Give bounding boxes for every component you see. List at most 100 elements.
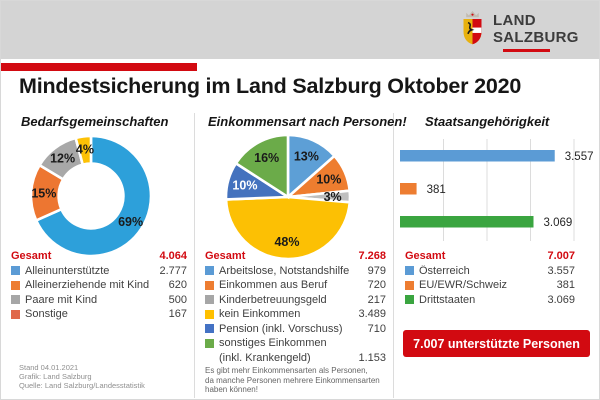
legend-row: EU/EWR/Schweiz 381: [405, 278, 575, 293]
footnote-line: da manche Personen mehrere Einkommensart…: [205, 375, 380, 385]
footer-stand-line: Stand 04.01.2021: [19, 363, 79, 372]
pie-percent-label: 13%: [294, 150, 319, 164]
legend-item-value: 217: [367, 293, 386, 306]
legend-bedarfsgemeinschaften: Gesamt 4.064 Alleinunterstützte 2.777 Allein…: [11, 249, 187, 322]
bar-value-label: 3.069: [544, 217, 573, 229]
footer-quelle-line: Quelle: Land Salzburg/Landesstatistik: [19, 381, 145, 391]
pie-percent-label: 4%: [76, 142, 94, 156]
pie-percent-label: 10%: [316, 172, 341, 186]
legend-item-value: 381: [556, 279, 575, 292]
legend-item-label: kein Einkommen: [219, 308, 301, 321]
salzburg-crest-icon: [463, 10, 482, 45]
legend-swatch: [205, 338, 214, 348]
legend-swatch: [405, 295, 414, 305]
logo-text: LAND SALZBURG: [493, 9, 579, 52]
legend-item-label: Sonstige: [25, 308, 68, 321]
legend-swatch: [205, 309, 214, 319]
logo-red-underline: [503, 49, 550, 52]
legend-swatch: [205, 295, 214, 305]
legend-item-value: 3.489: [358, 308, 386, 321]
legend-row: kein Einkommen 3.489: [205, 307, 386, 322]
legend-swatch: [405, 266, 414, 276]
pie-percent-label: 16%: [254, 151, 279, 165]
chart-title-einkommensart: Einkommensart nach Personen!: [208, 114, 407, 129]
legend-row: sonstiges Einkommen: [205, 336, 386, 351]
chart-title-staatsangehoerigkeit: Staatsangehörigkeit: [425, 114, 550, 129]
pie-percent-label: 3%: [324, 190, 342, 204]
bar-svg: 3.557 381 3.069: [400, 139, 594, 241]
legend-row-continuation: (inkl. Krankengeld) 1.153: [205, 351, 386, 366]
pie-chart-einkommensart: 13% 10% 3% 48% 10% 16%: [223, 132, 353, 262]
legend-item-value: 2.777: [159, 264, 187, 277]
pie-percent-label: 15%: [31, 186, 56, 200]
legend-row: Alleinunterstützte 2.777: [11, 264, 187, 279]
legend-swatch: [205, 280, 214, 290]
legend-row: Arbeitslose, Notstandshilfe 979: [205, 264, 386, 279]
legend-item-label: Alleinunterstützte: [25, 264, 110, 277]
legend-total-label: Gesamt: [205, 250, 246, 263]
chart-title-bedarfsgemeinschaften: Bedarfsgemeinschaften: [21, 114, 169, 129]
legend-row: Einkommen aus Beruf 720: [205, 278, 386, 293]
legend-item-label: sonstiges Einkommen: [219, 337, 327, 350]
legend-item-label: Arbeitslose, Notstandshilfe: [219, 264, 350, 277]
title-accent-bar: [1, 63, 197, 71]
legend-total-value: 7.007: [547, 250, 575, 263]
pie-percent-label: 12%: [50, 152, 75, 166]
legend-total-row: Gesamt 4.064: [11, 249, 187, 264]
legend-total-row: Gesamt 7.007: [405, 249, 575, 264]
legend-total-value: 7.268: [358, 250, 386, 263]
legend-swatch: [11, 309, 20, 319]
legend-item-label: Alleinerziehende mit Kind: [25, 279, 150, 292]
footnote-line: haben können!: [205, 385, 258, 395]
bar: [400, 150, 555, 162]
pie-percent-label: 69%: [118, 215, 143, 229]
pie-percent-label: 48%: [274, 235, 299, 249]
supported-persons-badge: 7.007 unterstützte Personen: [403, 330, 590, 357]
legend-row: Pension (inkl. Vorschuss) 710: [205, 322, 386, 337]
legend-swatch: [11, 266, 20, 276]
bar-chart-staatsangehoerigkeit: 3.557 381 3.069: [397, 137, 597, 249]
legend-row: Drittstaaten 3.069: [405, 293, 575, 308]
legend-item-label: EU/EWR/Schweiz: [419, 279, 508, 292]
legend-swatch: [11, 295, 20, 305]
legend-row: Sonstige 167: [11, 307, 187, 322]
legend-item-value: 620: [168, 279, 187, 292]
legend-swatch: [11, 280, 20, 290]
pie-svg: 69% 15% 12%4%: [29, 134, 153, 258]
pie-slice: [234, 133, 290, 200]
legend-item-label: Drittstaaten: [419, 293, 476, 306]
bar-value-label: 381: [427, 184, 446, 196]
legend-item-value: 500: [168, 293, 187, 306]
footer-grafik-line: Grafik: Land Salzburg: [19, 372, 92, 382]
legend-item-value: 979: [367, 264, 386, 277]
logo-line-land: LAND: [493, 12, 536, 29]
legend-total-row: Gesamt 7.268: [205, 249, 386, 264]
legend-item-label: Einkommen aus Beruf: [219, 279, 328, 292]
bar: [400, 216, 534, 228]
pie-slice: [34, 134, 153, 258]
legend-row: Alleinerziehende mit Kind 620: [11, 278, 187, 293]
legend-total-label: Gesamt: [405, 250, 446, 263]
legend-row: Paare mit Kind 500: [11, 293, 187, 308]
legend-swatch: [405, 280, 414, 290]
legend-swatch: [205, 324, 214, 334]
column-divider-2: [393, 113, 394, 398]
pie-slice: [74, 134, 93, 167]
bar: [400, 183, 417, 195]
bar-value-label: 3.557: [565, 151, 594, 163]
legend-item-value: 3.069: [547, 293, 575, 306]
legend-item-value: 720: [367, 279, 386, 292]
legend-item-value: 167: [168, 308, 187, 321]
header-band: LAND SALZBURG: [1, 1, 599, 59]
legend-item-label2: (inkl. Krankengeld): [219, 351, 311, 364]
page-title: Mindestsicherung im Land Salzburg Oktobe…: [19, 74, 522, 98]
legend-einkommensart: Gesamt 7.268 Arbeitslose, Notstandshilfe 97…: [205, 249, 386, 365]
legend-item-label: Österreich: [419, 264, 470, 277]
column-divider-1: [194, 113, 195, 398]
legend-staatsangehoerigkeit: Gesamt 7.007 Österreich 3.557 EU/EWR/Schweiz…: [405, 249, 575, 307]
source-footer: Stand 04.01.2021 Grafik: Land Salzburg Q…: [19, 363, 145, 391]
legend-total-label: Gesamt: [11, 250, 52, 263]
footnote: Es gibt mehr Einkommensarten als Persone…: [205, 366, 380, 395]
legend-swatch: [205, 266, 214, 276]
